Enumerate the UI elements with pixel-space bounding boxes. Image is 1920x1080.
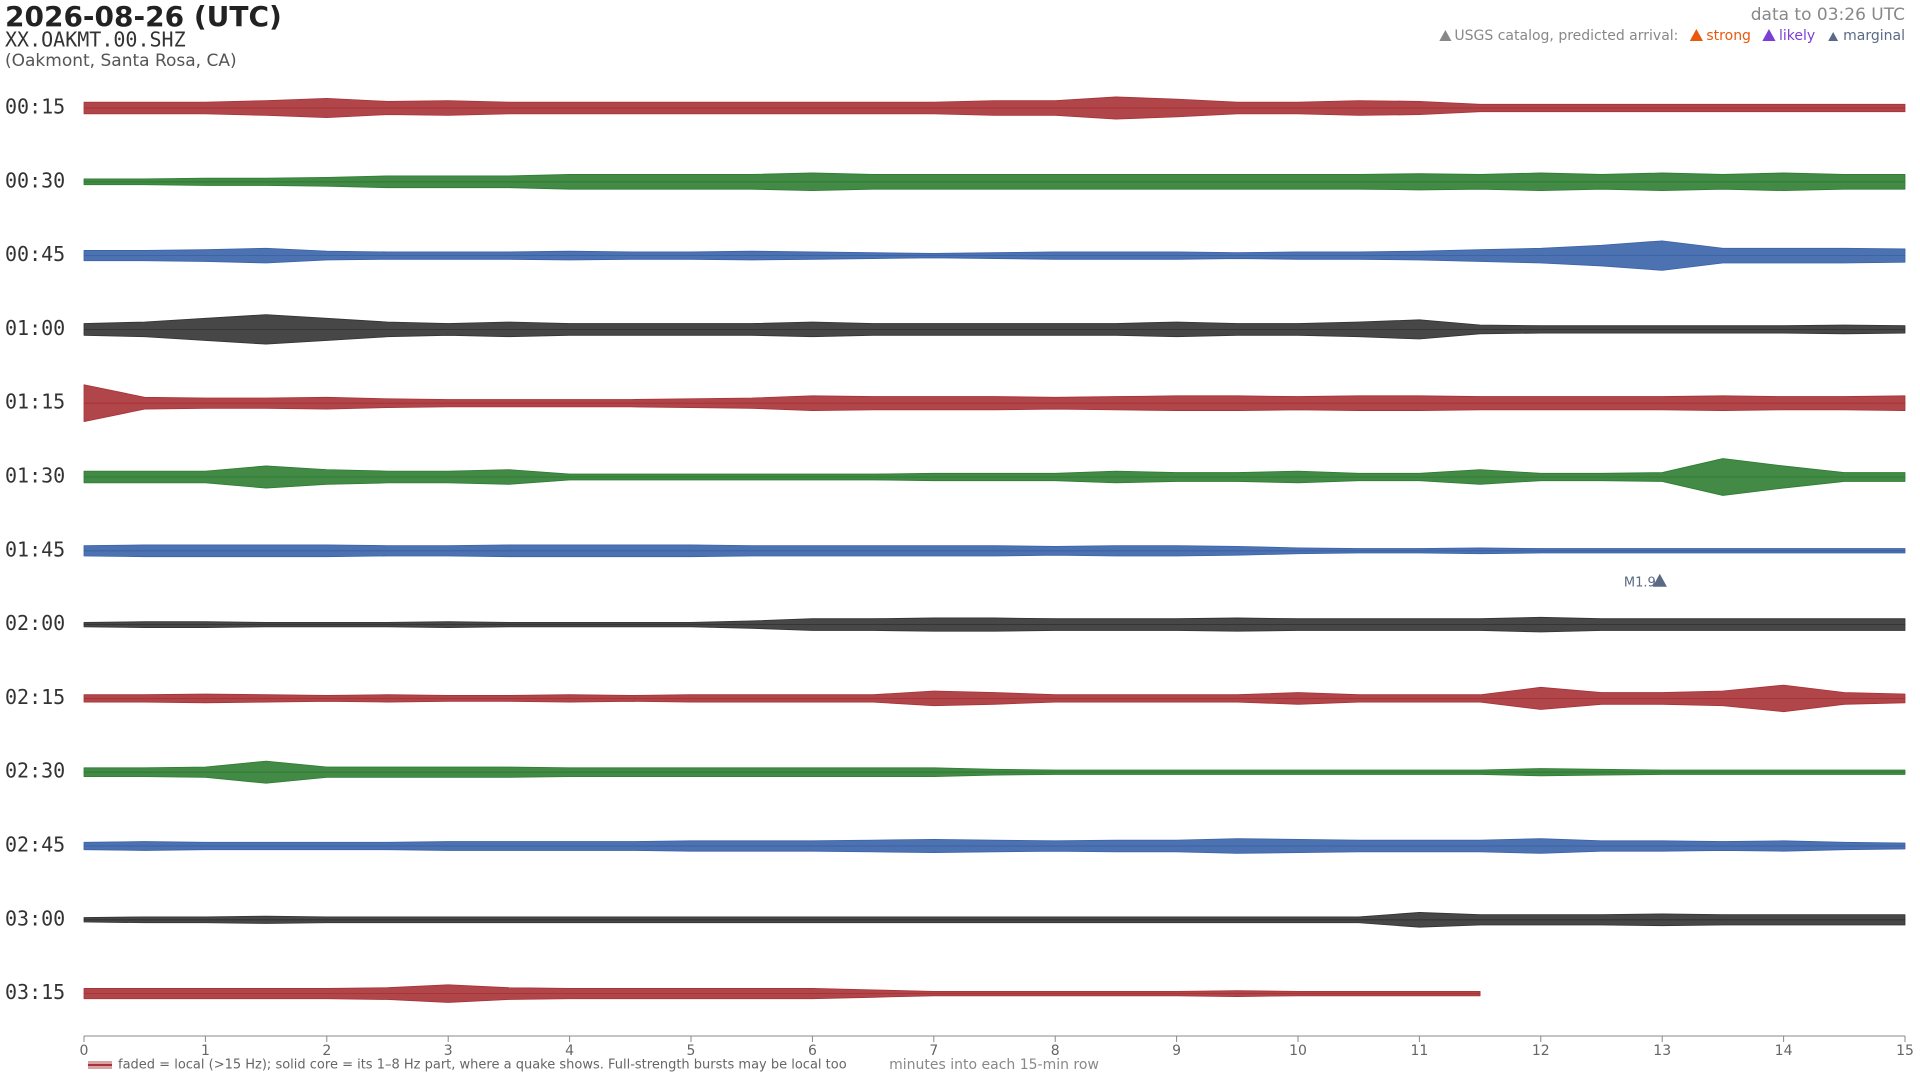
trace-envelope	[83, 107, 1906, 120]
trace-envelope	[83, 240, 1906, 256]
trace-envelope	[83, 838, 1906, 847]
legend-label: likely	[1779, 28, 1815, 44]
row-label: 02:45	[5, 833, 65, 857]
x-tick-label: 4	[565, 1043, 574, 1059]
legend-marker	[1439, 30, 1452, 41]
x-tick-label: 3	[444, 1043, 453, 1059]
x-tick-label: 8	[1051, 1043, 1060, 1059]
trace-envelope	[83, 919, 1906, 928]
trace-envelope	[83, 329, 1906, 345]
trace-envelope	[83, 624, 1906, 633]
trace-envelope	[83, 402, 1906, 423]
trace-envelope	[83, 845, 1906, 854]
x-tick-label: 11	[1410, 1043, 1428, 1059]
trace-envelope	[83, 616, 1906, 625]
row-label: 02:00	[5, 611, 65, 635]
trace-envelope	[83, 314, 1906, 330]
legend: marginal likely strong USGS catalog, predic…	[1439, 28, 1905, 44]
trace-envelope	[83, 771, 1906, 784]
trace-envelope	[83, 384, 1906, 404]
trace-envelope	[83, 993, 1481, 1003]
legend-label: marginal	[1843, 28, 1905, 44]
trace-envelope	[83, 684, 1906, 699]
x-tick-label: 14	[1775, 1043, 1793, 1059]
trace-envelope	[83, 544, 1906, 552]
x-tick-label: 5	[687, 1043, 696, 1059]
trace-envelope	[83, 984, 1481, 994]
row-label: 00:30	[5, 168, 65, 192]
row-label: 02:30	[5, 759, 65, 783]
row-label: 00:15	[5, 95, 65, 119]
x-tick-label: 7	[929, 1043, 938, 1059]
legend-label: strong	[1706, 28, 1751, 44]
note: faded = local (>15 Hz); solid core = its…	[118, 1058, 847, 1073]
x-tick-label: 12	[1532, 1043, 1550, 1059]
row-label: 02:15	[5, 685, 65, 709]
x-tick-label: 0	[80, 1043, 89, 1059]
event-label: M1.9	[1624, 575, 1656, 590]
x-tick-label: 2	[322, 1043, 331, 1059]
trace-envelope	[83, 255, 1906, 271]
row-label: 03:00	[5, 906, 65, 930]
trace-envelope	[83, 172, 1906, 183]
row-label: 01:15	[5, 390, 65, 414]
trace-envelope	[83, 181, 1906, 192]
legend-marker	[1828, 32, 1839, 41]
x-tick-label: 15	[1896, 1043, 1914, 1059]
trace-envelope	[83, 912, 1906, 921]
data-to: data to 03:26 UTC	[1751, 5, 1905, 25]
row-label: 00:45	[5, 242, 65, 266]
trace-envelope	[83, 550, 1906, 558]
legend-marker	[1762, 29, 1776, 41]
trace-envelope	[83, 476, 1906, 496]
row-label: 03:15	[5, 980, 65, 1004]
x-tick-label: 6	[808, 1043, 817, 1059]
trace-envelope	[83, 96, 1906, 109]
x-tick-label: 13	[1653, 1043, 1671, 1059]
row-label: 01:30	[5, 464, 65, 488]
row-label: 01:45	[5, 537, 65, 561]
station: XX.OAKMT.00.SHZ	[5, 28, 186, 52]
location: (Oakmont, Santa Rosa, CA)	[5, 51, 237, 71]
event-marker	[1652, 573, 1667, 587]
trace-envelope	[83, 760, 1906, 773]
plot: 00:15 00:30 00:45 01:00 01:15 01:30 01:45 M1.9 0…	[5, 95, 1914, 1074]
x-tick-label: 10	[1289, 1043, 1307, 1059]
title: 2026-08-26 (UTC)	[5, 0, 282, 33]
legend-marker	[1689, 29, 1703, 41]
row-label: 01:00	[5, 316, 65, 340]
trace-envelope	[83, 698, 1906, 713]
x-axis-label: minutes into each 15-min row	[889, 1057, 1099, 1073]
legend-title: USGS catalog, predicted arrival:	[1454, 28, 1678, 44]
x-tick-label: 1	[201, 1043, 210, 1059]
trace-envelope	[83, 458, 1906, 478]
x-tick-label: 9	[1172, 1043, 1181, 1059]
